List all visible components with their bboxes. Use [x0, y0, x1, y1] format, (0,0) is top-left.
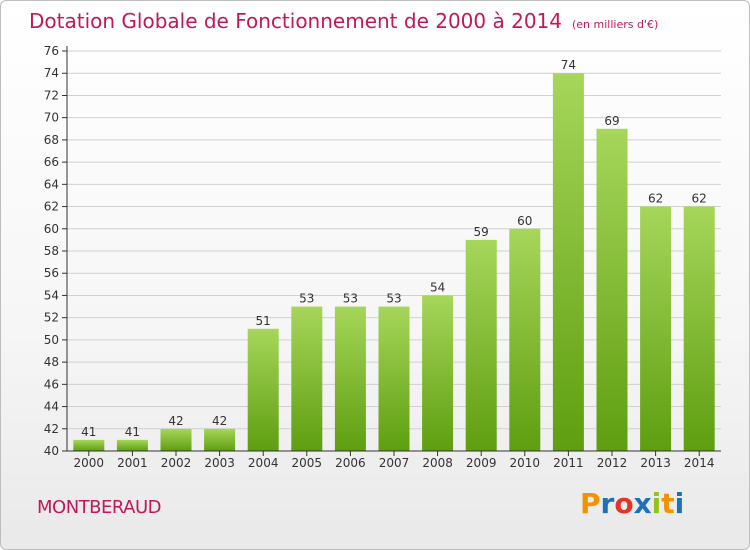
bar: [683, 206, 715, 451]
y-tick-label: 64: [44, 177, 59, 191]
data-label: 69: [604, 114, 619, 128]
x-tick-label: 2005: [292, 456, 323, 470]
bar: [465, 239, 497, 451]
y-tick-label: 46: [44, 377, 59, 391]
logo-letter: o: [614, 487, 634, 520]
x-tick-label: 2001: [117, 456, 148, 470]
x-tick-label: 2000: [74, 456, 105, 470]
y-tick-label: 76: [44, 44, 59, 58]
x-tick-label: 2008: [422, 456, 453, 470]
y-tick-label: 66: [44, 155, 59, 169]
y-tick-label: 60: [44, 222, 59, 236]
logo-letter: i: [674, 487, 685, 520]
proxiti-logo: Proxiti: [580, 487, 684, 520]
x-tick-label: 2012: [597, 456, 628, 470]
logo-letter: x: [633, 487, 652, 520]
x-tick-label: 2009: [466, 456, 497, 470]
bar: [640, 206, 672, 451]
y-tick-label: 44: [44, 400, 59, 414]
data-label: 74: [561, 58, 576, 72]
logo-letter: P: [580, 487, 601, 520]
x-tick-label: 2007: [379, 456, 410, 470]
chart-subtitle: (en milliers d'€): [572, 18, 659, 31]
y-tick-label: 56: [44, 266, 59, 280]
data-label: 41: [125, 425, 140, 439]
y-tick-label: 40: [44, 444, 59, 458]
bar: [334, 306, 366, 451]
bar: [73, 439, 105, 451]
bar: [291, 306, 323, 451]
chart-title: Dotation Globale de Fonctionnement de 20…: [29, 9, 658, 33]
x-tick-label: 2011: [553, 456, 584, 470]
y-tick-label: 54: [44, 288, 59, 302]
data-label: 51: [256, 314, 271, 328]
data-label: 42: [212, 414, 227, 428]
data-label: 62: [648, 192, 663, 206]
data-label: 62: [692, 192, 707, 206]
commune-name: MONTBERAUD: [37, 497, 162, 518]
y-tick-label: 42: [44, 422, 59, 436]
y-tick-label: 48: [44, 355, 59, 369]
x-tick-label: 2010: [510, 456, 541, 470]
data-label: 42: [168, 414, 183, 428]
logo-letter: t: [661, 487, 675, 520]
data-label: 59: [474, 225, 489, 239]
logo-letter: i: [651, 487, 662, 520]
logo-letter: r: [600, 487, 615, 520]
bar: [552, 73, 584, 451]
chart-title-text: Dotation Globale de Fonctionnement de 20…: [29, 9, 562, 33]
bar: [204, 428, 236, 451]
y-tick-label: 52: [44, 311, 59, 325]
y-tick-label: 72: [44, 88, 59, 102]
bar: [247, 328, 279, 451]
bar: [509, 228, 541, 451]
x-tick-label: 2014: [684, 456, 715, 470]
data-label: 41: [81, 425, 96, 439]
data-label: 53: [343, 292, 358, 306]
bar: [378, 306, 410, 451]
x-tick-label: 2006: [335, 456, 366, 470]
y-tick-label: 68: [44, 133, 59, 147]
x-tick-label: 2013: [640, 456, 671, 470]
data-label: 53: [386, 292, 401, 306]
data-label: 54: [430, 280, 445, 294]
x-tick-label: 2002: [161, 456, 192, 470]
y-tick-label: 62: [44, 200, 59, 214]
x-tick-label: 2004: [248, 456, 279, 470]
y-tick-label: 70: [44, 111, 59, 125]
y-tick-label: 74: [44, 66, 59, 80]
bar: [160, 428, 192, 451]
y-tick-label: 50: [44, 333, 59, 347]
data-label: 60: [517, 214, 532, 228]
bar: [596, 128, 628, 451]
data-label: 53: [299, 292, 314, 306]
x-tick-label: 2003: [204, 456, 235, 470]
y-tick-label: 58: [44, 244, 59, 258]
bar: [116, 439, 148, 451]
bar: [422, 295, 454, 451]
